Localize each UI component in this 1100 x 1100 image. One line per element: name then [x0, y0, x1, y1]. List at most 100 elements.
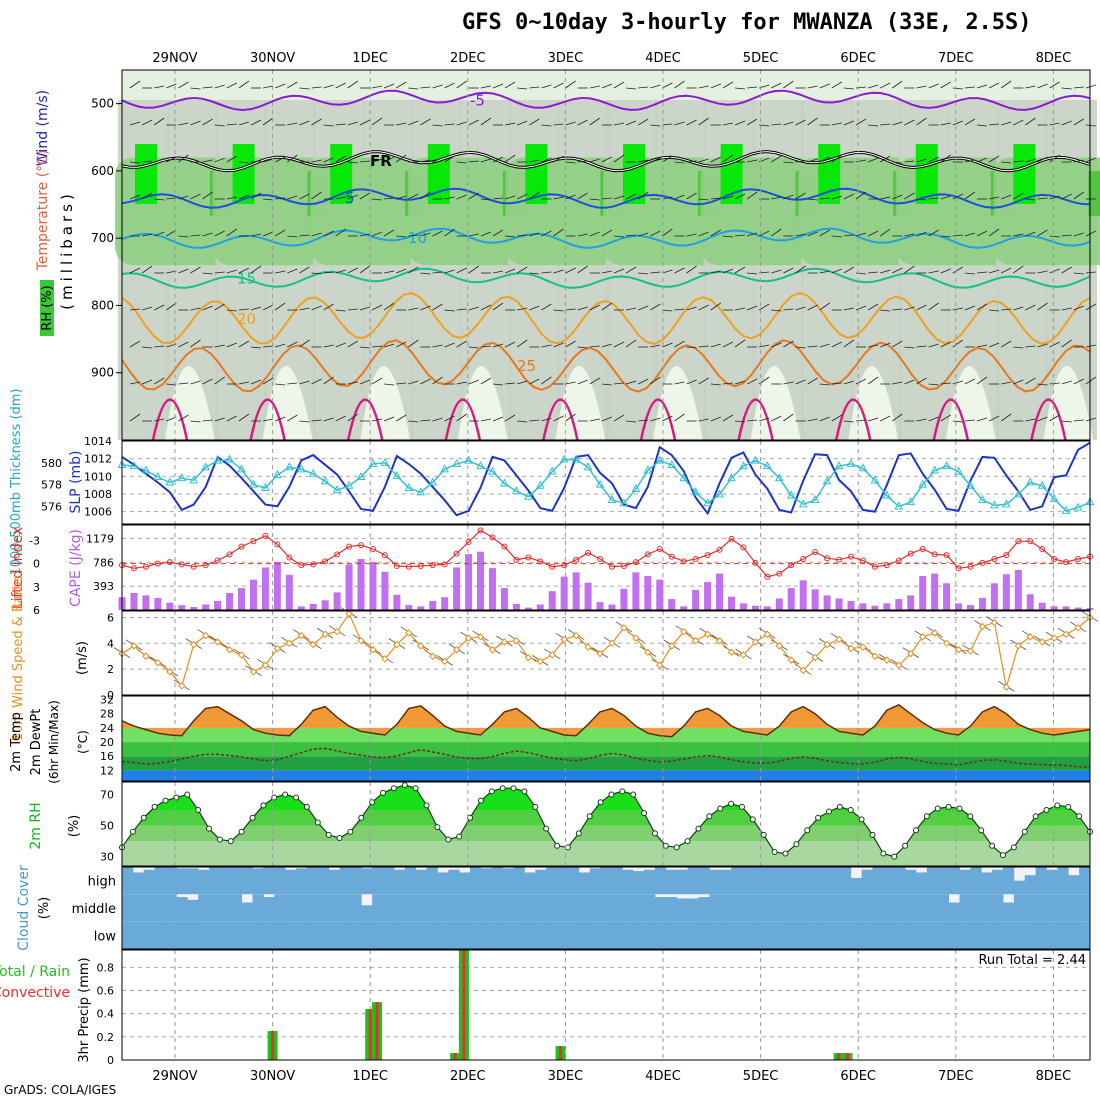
li-marker: [525, 554, 532, 561]
cloud-cell-high: [905, 869, 917, 895]
cloud-cell-high: [339, 867, 351, 895]
wind-barb: [166, 83, 177, 89]
cloud-cell-middle: [818, 894, 830, 922]
wind-barb: [976, 157, 988, 163]
li-marker: [895, 557, 902, 564]
cloud-cell-middle: [524, 894, 536, 922]
cloud-cell-middle: [176, 897, 188, 922]
rh-saturated-patch: [623, 144, 645, 204]
cloud-row-label: middle: [72, 902, 116, 917]
wind-barb: [734, 120, 746, 126]
cloud-cell-middle: [546, 894, 558, 922]
cloud-cell-middle: [154, 894, 166, 922]
wind-barb: [831, 122, 842, 126]
li-marker: [369, 545, 376, 552]
thickness-marker: [547, 466, 557, 475]
wind-barb: [323, 417, 334, 422]
cloud-cell-high: [557, 867, 569, 895]
rh-dry-bubble: [165, 366, 215, 440]
thickness-marker: [751, 455, 760, 464]
wind-barb: [154, 231, 165, 237]
wind-barb: [383, 302, 395, 311]
wind-speed-marker: [727, 648, 736, 657]
cloud-cell-high: [263, 867, 275, 895]
wind-barb: [650, 84, 661, 89]
precip-tick-label: 0.4: [97, 1008, 115, 1021]
wind-barb: [976, 230, 988, 237]
wind-barb: [880, 196, 891, 200]
li-marker: [764, 573, 771, 580]
wind-barb: [141, 306, 153, 311]
wind-barb: [625, 120, 637, 126]
wind-barb: [734, 234, 746, 237]
wind-barb: [553, 82, 564, 89]
wind-barb: [625, 380, 637, 385]
cape-bar: [465, 554, 473, 610]
cloud-cell-low: [165, 921, 177, 949]
wind-barb: [383, 229, 395, 237]
cloud-cell-low: [915, 921, 928, 949]
wind-barb: [722, 382, 733, 385]
cape-bar: [739, 603, 747, 610]
thickness-marker: [523, 491, 533, 500]
cloud-cell-high: [741, 867, 754, 895]
wind-barb: [299, 193, 310, 200]
wind-barb: [589, 158, 600, 163]
wind-barb: [480, 85, 491, 89]
wind-barb: [722, 122, 733, 126]
wind-barb: [892, 381, 903, 385]
cape-bar: [811, 589, 819, 610]
cloud-cell-middle: [1057, 894, 1069, 922]
cloud-cell-high: [970, 867, 982, 895]
rh2m-marker: [869, 831, 876, 838]
wind-barb: [275, 197, 286, 200]
rh2m-marker: [206, 825, 213, 832]
thickness-marker: [762, 461, 772, 470]
wind-barb: [178, 341, 189, 348]
wind-barb: [831, 235, 842, 238]
cloud-cell-low: [1057, 921, 1069, 949]
thickness-marker: [249, 479, 258, 488]
rh2m-marker: [945, 803, 952, 810]
rh2m-marker: [195, 807, 202, 813]
li-marker: [680, 558, 687, 565]
wind-barb: [928, 343, 939, 348]
wind-barb: [262, 117, 274, 126]
wind-barb: [517, 307, 528, 311]
wind-barb: [916, 304, 927, 311]
wind-barb: [625, 266, 637, 274]
wind-barb: [1049, 81, 1060, 89]
li-marker: [632, 559, 639, 566]
wind-barb: [480, 345, 491, 348]
wind-barb: [795, 265, 806, 274]
wind-barb: [601, 229, 613, 237]
wind-barb: [650, 230, 661, 237]
rh2m-marker: [738, 803, 745, 810]
thickness-marker: [500, 478, 509, 487]
wind-barb: [722, 154, 734, 163]
wind-barb: [529, 272, 540, 275]
wind-barb: [783, 267, 794, 274]
wind-speed-marker: [907, 649, 915, 658]
wind-barb: [855, 191, 867, 200]
precip-total-label: Total / Rain: [0, 964, 70, 980]
cloud-cell-low: [720, 921, 732, 949]
cloud-cell-low: [992, 921, 1004, 949]
wind-barb: [928, 383, 939, 386]
wind-barb: [734, 307, 746, 311]
wind-barb: [759, 124, 770, 127]
li-marker: [286, 554, 293, 561]
wind-barb: [323, 376, 334, 385]
wind-barb: [1049, 154, 1060, 163]
li-marker: [979, 559, 986, 566]
wind-barb: [1013, 306, 1024, 311]
wind-speed-marker: [930, 629, 939, 637]
wind-barb: [783, 121, 794, 126]
cloud-cell-high: [709, 869, 721, 895]
cape-bar: [190, 606, 198, 610]
wind-barb: [843, 266, 855, 274]
cape-bar: [1074, 607, 1082, 610]
cloud-cell-low: [600, 921, 612, 949]
wind-barb: [964, 118, 976, 126]
cloud-cell-high: [306, 867, 319, 895]
